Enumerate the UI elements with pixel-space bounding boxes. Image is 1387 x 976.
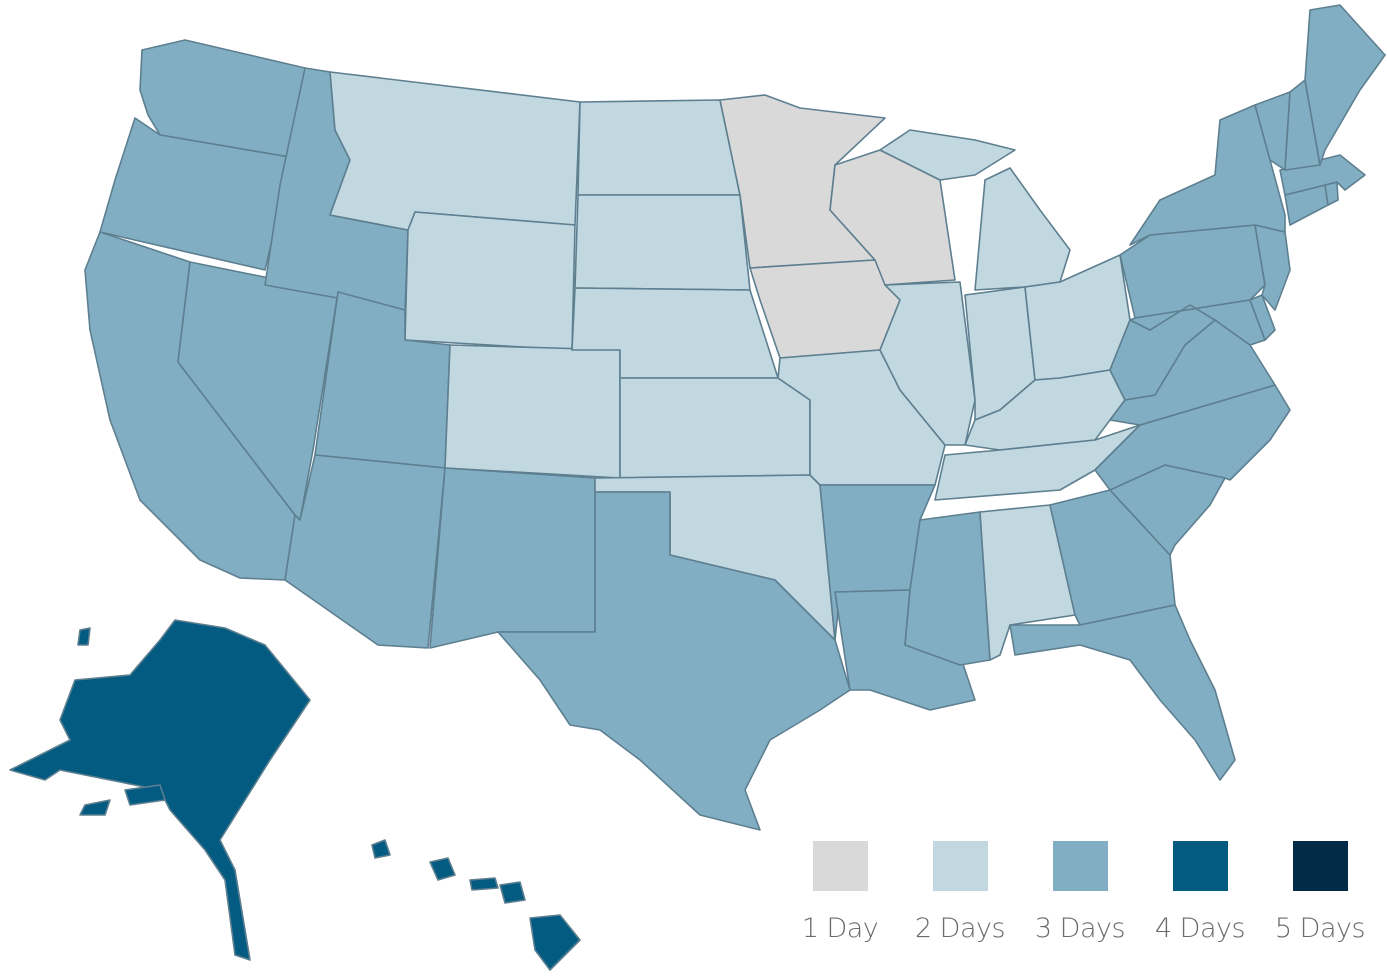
state-illinois: [879, 281, 976, 446]
state-alaska-island: [79, 799, 111, 816]
legend-swatch: [812, 841, 868, 891]
state-rhode-island: [1324, 181, 1339, 206]
legend-item-4-days: 4 Days: [1140, 838, 1260, 944]
state-maine: [1304, 4, 1386, 166]
state-hawaii-maui: [499, 881, 526, 904]
state-colorado: [444, 344, 621, 479]
state-florida: [1009, 604, 1236, 781]
state-hawaii-molokai: [469, 877, 499, 891]
legend-item-3-days: 3 Days: [1020, 838, 1140, 944]
legend-label: 3 Days: [1034, 913, 1126, 944]
state-north-dakota: [577, 99, 741, 196]
legend-item-1-day: 1 Day: [780, 838, 900, 944]
legend-label: 1 Day: [801, 913, 879, 944]
state-new-mexico: [429, 467, 596, 649]
legend-item-5-days: 5 Days: [1260, 838, 1380, 944]
legend-label: 2 Days: [914, 913, 1006, 944]
state-alaska-island: [77, 627, 91, 646]
state-arizona: [284, 454, 446, 649]
state-montana: [329, 71, 581, 231]
state-hawaii-oahu: [429, 857, 456, 881]
state-hawaii-big-island: [529, 914, 581, 971]
legend-item-2-days: 2 Days: [900, 838, 1020, 944]
legend-swatch: [932, 841, 988, 891]
legend-label: 5 Days: [1274, 913, 1366, 944]
legend-swatch: [1052, 841, 1108, 891]
legend-swatch: [1292, 841, 1348, 891]
state-kansas: [619, 377, 811, 479]
state-alaska-island: [124, 784, 166, 806]
legend-swatch: [1172, 841, 1228, 891]
state-iowa: [749, 259, 901, 359]
state-delaware: [1249, 294, 1276, 341]
state-south-dakota: [574, 194, 751, 291]
state-hawaii-kauai: [371, 839, 391, 859]
state-wyoming: [404, 211, 576, 351]
state-texas: [497, 491, 851, 831]
legend: 1 Day 2 Days 3 Days 4 Days 5 Days: [780, 838, 1380, 958]
legend-label: 4 Days: [1154, 913, 1246, 944]
state-mississippi: [904, 511, 991, 666]
